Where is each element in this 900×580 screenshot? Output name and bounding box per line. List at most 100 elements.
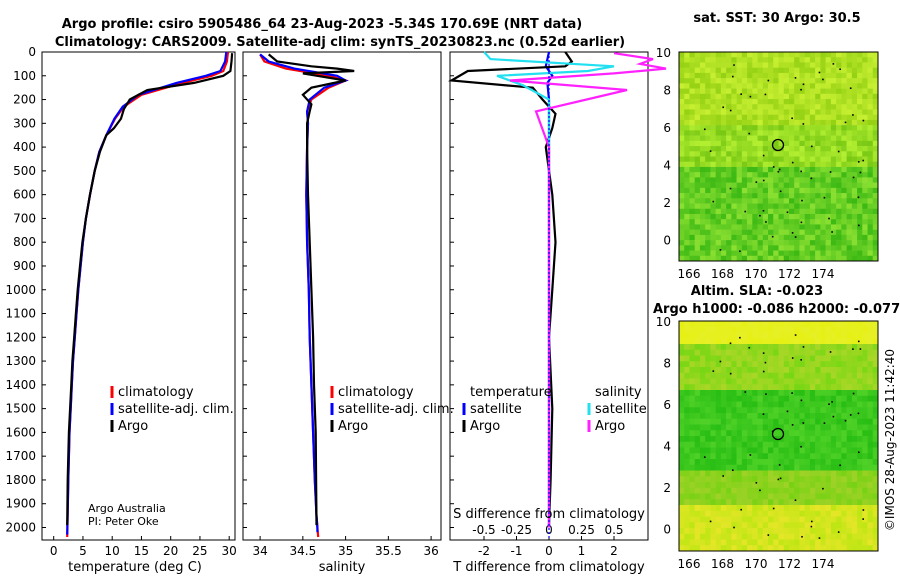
map-cell [862,430,868,437]
map-cell [757,104,764,110]
map-cell [757,146,764,152]
map-cell [783,250,790,257]
map-cell [689,140,696,147]
map-cell [857,198,863,204]
map-cell [694,510,701,517]
map-cell [689,229,696,236]
map-cell [820,240,826,246]
map-cell [825,140,832,147]
map-cell [762,72,769,79]
map-cell [830,430,837,437]
map-cell [872,430,879,437]
map-cell [741,83,748,89]
map-cell [752,476,758,483]
map-cell [820,78,826,84]
map-cell [710,453,716,460]
map-cell [689,326,696,333]
map-cell [689,476,696,483]
map-cell [872,528,879,535]
map-cell [846,510,853,517]
map-cell [715,151,722,157]
map-cell [773,213,779,220]
map-cell [679,99,685,105]
map-cell [862,224,868,230]
map-cell [720,78,727,84]
map-cell [804,367,811,374]
map-cell [783,166,790,173]
map-cell [846,418,853,425]
map-cell [684,476,690,483]
map-cell [820,418,826,425]
map-cell [705,93,711,100]
map-cell [747,104,753,110]
map-cell [705,177,711,183]
map-cell [872,470,879,477]
map-cell [694,372,701,379]
map-cell [809,487,816,494]
map-cell [741,545,748,552]
map-cell [705,146,711,152]
map-cell [715,539,722,546]
map-cell [799,229,805,236]
map-cell [809,78,816,84]
map-cell [694,114,701,121]
map-cell [815,390,821,397]
map-cell [857,499,863,506]
map-cell [815,62,821,68]
map-cell [794,321,800,328]
map-cell [684,67,690,74]
map-cell [851,487,858,494]
map-cell [752,166,758,173]
map-cell [815,395,821,402]
island-dot [762,370,765,373]
map-cell [872,355,879,362]
island-dot [802,123,805,125]
map-cell [747,378,753,385]
map-cell [857,344,863,351]
map-cell [820,203,826,210]
map-cell [809,161,816,168]
map-cell [699,349,706,356]
map-cell [752,401,758,408]
map-cell [699,418,706,425]
map-cell [773,161,779,168]
map-cell [846,109,853,115]
map-cell [736,88,743,95]
map-cell [794,255,800,262]
map-cell [705,229,711,236]
map-cell [799,413,805,420]
sla-argo-location-marker [771,427,785,441]
map-cell [857,482,863,489]
map-cell [788,203,795,210]
map-cell [699,493,706,500]
map-cell [820,229,826,236]
map-cell [783,395,790,402]
map-cell [684,424,690,431]
map-cell [841,93,847,100]
map-cell [773,83,779,89]
map-cell [825,213,832,220]
map-cell [836,93,842,100]
map-cell [820,62,826,68]
map-cell [768,499,774,506]
map-cell [768,372,774,379]
map-cell [768,401,774,408]
map-cell [768,407,774,414]
map-cell [699,528,706,535]
map-cell [862,407,868,414]
map-cell [836,130,842,136]
map-cell [736,338,743,345]
map-cell [768,78,774,84]
map-cell [872,208,879,215]
map-cell [825,430,832,437]
map-cell [846,338,853,345]
map-cell [726,151,732,157]
map-cell [783,114,790,121]
map-cell [815,119,821,126]
map-cell [768,430,774,437]
map-cell [804,99,811,105]
map-cell [705,516,711,523]
map-cell [768,57,774,63]
map-cell [862,355,868,362]
map-cell [841,161,847,168]
